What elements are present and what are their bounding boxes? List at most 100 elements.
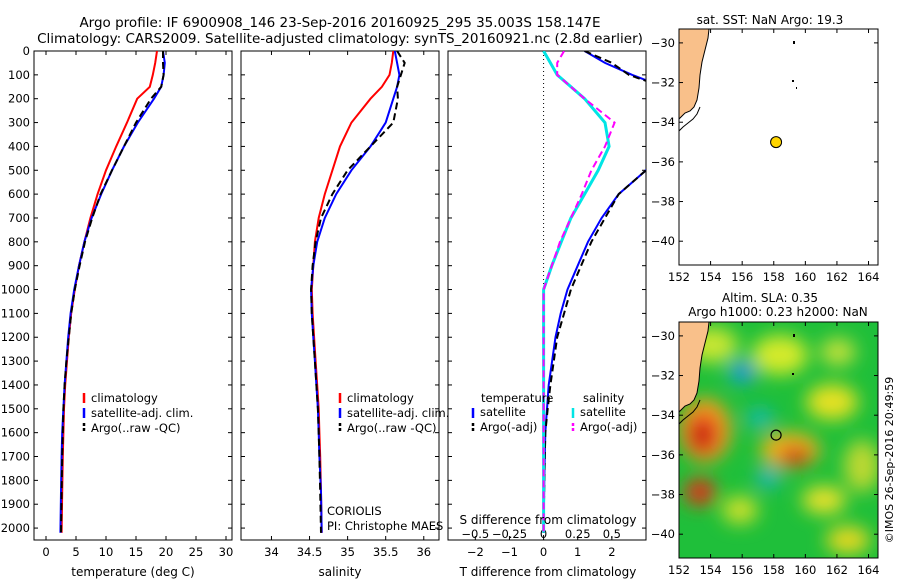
x-tick-label: 10 [99,545,114,559]
map-x-tick-label: 162 [826,270,848,284]
map-y-tick-label: −34 [651,115,675,129]
map-x-tick-label: 154 [700,563,722,577]
difference-ticks: −2 −1 0 1 2 −0.5 −0.25 0 0.25 0.5 [448,50,646,559]
x-tick-label: 34.5 [297,545,323,559]
legend-label: satellite-adj. clim. [91,406,193,420]
y-tick-label: 1900 [1,497,30,511]
temperature-xlabel: temperature (deg C) [71,565,194,579]
y-tick-label: 300 [8,116,30,130]
legend-label: satellite [580,405,626,419]
map-x-tick-label: 156 [731,563,753,577]
sla-map-title: Altim. SLA: 0.35 [722,291,818,305]
y-tick-label: 1400 [1,378,30,392]
map-x-tick-label: 154 [700,270,722,284]
map-y-tick-label: −40 [651,234,675,248]
sst-map-island-1 [793,41,795,44]
y-tick-label: 1700 [1,450,30,464]
salinity-panel: 34 34.5 35 35.5 36 climatologysatellite-adj.… [240,50,449,579]
difference-axes-frame [447,50,647,541]
temperature-axes-frame [33,50,233,541]
map-y-tick-label: −36 [651,448,675,462]
map-x-tick-label: 162 [826,563,848,577]
series-line-salinity-argo-adj- [542,51,616,533]
y-tick-label: 100 [8,68,30,82]
y-tick-label: 400 [8,139,30,153]
series-line-temperature-argo-adj- [542,51,646,533]
sla-map-coast-south [679,399,701,425]
x-tick-label: 1 [574,545,581,559]
sst-map-island-3 [796,87,797,89]
y-tick-label: 1800 [1,473,30,487]
sst-map-title: sat. SST: NaN Argo: 19.3 [697,13,844,27]
x-tick-label: 0 [540,545,547,559]
x-tick-label: 2 [608,545,615,559]
x-tick-label: 35 [340,545,355,559]
temperature-ticks: 0 5 10 15 20 25 300100200300400500600700800900… [1,44,234,559]
imos-credit: ©IMOS 26-Sep-2016 20:49:59 [883,377,896,543]
y-tick-label: 1100 [1,306,30,320]
map-x-tick-label: 164 [858,270,880,284]
map-x-tick-label: 156 [731,270,753,284]
sst-map-land [679,29,710,120]
sla-map-float-marker [770,429,782,441]
map-x-tick-label: 152 [668,270,690,284]
x2-tick-label: −0.25 [492,527,527,541]
series-line-argo-raw-qc- [60,51,165,533]
x-tick-label: 36 [416,545,431,559]
map-y-tick-label: −34 [651,408,675,422]
sst-map-coast-south [679,106,701,132]
map-y-tick-label: −32 [651,76,675,90]
y-tick-label: 200 [8,92,30,106]
difference-series [542,51,646,540]
legend-label: satellite-adj. clim. [347,406,449,420]
x-tick-label: 34 [264,545,279,559]
sla-map-ticks: 152 154 156 158 160 162 164 −30 −32 −34 −36 −38 −40 [651,322,880,577]
difference-panel: −2 −1 0 1 2−0.5 −0.25 0 0.25 0.5 temperaturesate… [447,50,647,579]
salinity-annotation-pi: PI: Christophe MAES [327,519,443,533]
x2-tick-label: 0 [540,527,547,541]
map-x-tick-label: 152 [668,563,690,577]
legend-group-title: temperature [481,391,553,405]
map-y-tick-label: −32 [651,369,675,383]
series-line-temperature-satellite [542,51,646,533]
salinity-axes-frame [240,50,440,541]
y-tick-label: 500 [8,163,30,177]
map-x-tick-label: 158 [763,563,785,577]
y-tick-label: 1300 [1,354,30,368]
map-y-tick-label: −38 [651,195,675,209]
x2-tick-label: −0.5 [461,527,489,541]
salinity-ticks: 34 34.5 35 35.5 36 [241,50,439,559]
legend-label: climatology [91,391,158,405]
sst-map-float-marker [770,136,783,149]
legend-label: climatology [347,391,414,405]
sla-map-island-2 [792,373,794,375]
x-tick-label: −2 [467,545,484,559]
temperature-series [59,51,166,533]
x2-tick-label: 0.25 [565,527,591,541]
legend-group-title: salinity [583,391,624,405]
sst-map-ticks: 152 154 156 158 160 162 164 −30 −32 −34 −36 −38 −40 [651,29,880,284]
sla-map-land [679,322,710,413]
y-tick-label: 1600 [1,426,30,440]
sla-field [679,327,878,554]
map-x-tick-label: 160 [794,563,816,577]
difference-legend: temperaturesatelliteArgo(-adj)salinitysa… [471,391,637,434]
map-y-tick-label: −30 [651,36,675,50]
x-tick-label: 15 [129,545,144,559]
temperature-panel: 0 5 10 15 20 25 300100200300400500600700800900… [1,44,234,579]
salinity-annotation-coriolis: CORIOLIS [327,504,382,518]
y-tick-label: 2000 [1,521,30,535]
x2-tick-label: 0.5 [603,527,621,541]
salinity-xlabel: salinity [318,565,361,579]
x-tick-label: −1 [501,545,518,559]
x-tick-label: 20 [159,545,174,559]
sla-map-subtitle: Argo h1000: 0.23 h2000: NaN [688,305,868,319]
x-tick-label: 5 [72,545,79,559]
x-tick-label: 35.5 [373,545,399,559]
y-tick-label: 800 [8,235,30,249]
y-tick-label: 1500 [1,402,30,416]
map-y-tick-label: −30 [651,329,675,343]
legend-label: Argo(-adj) [480,420,537,434]
legend-label: satellite [480,405,526,419]
